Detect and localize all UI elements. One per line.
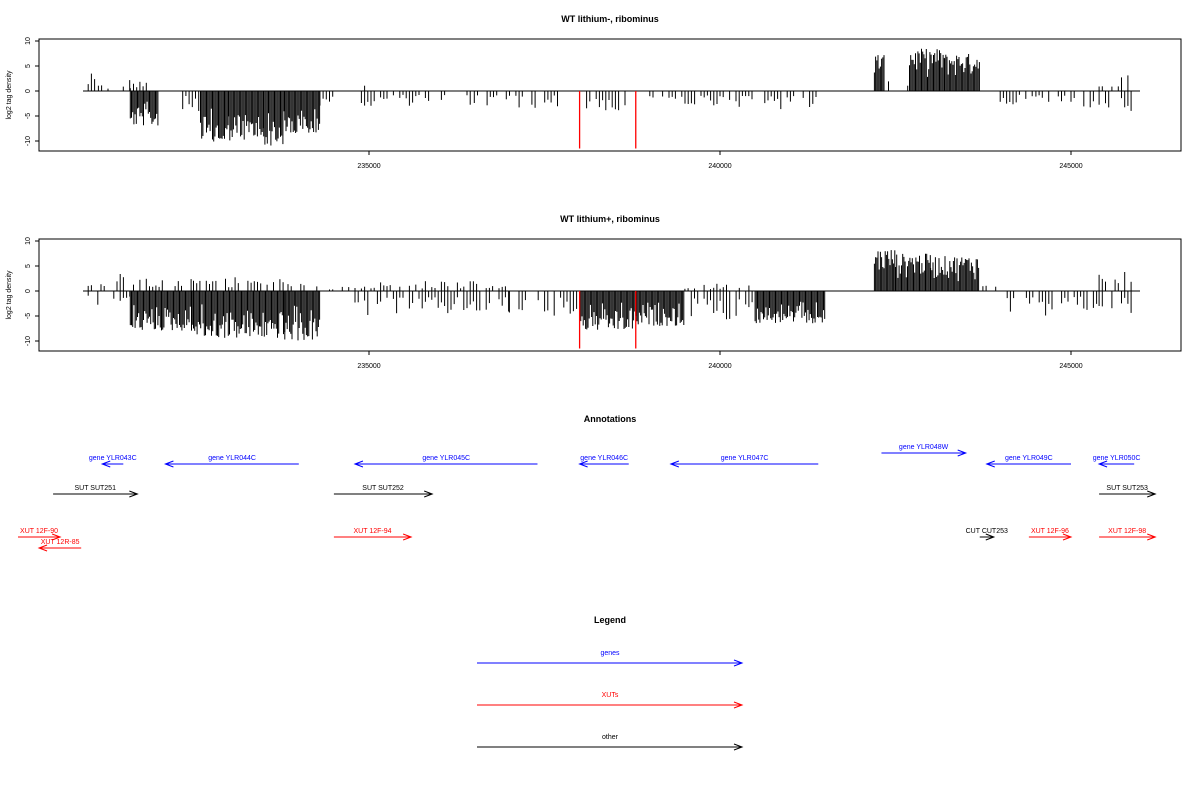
- xut-arrowhead: [1147, 533, 1157, 541]
- other-label: CUT CUT253: [966, 528, 1008, 535]
- legend-panel: Legend genes XUTs other: [477, 615, 744, 751]
- gene-label: gene YLR048W: [899, 444, 949, 451]
- gene-label: gene YLR045C: [422, 455, 470, 462]
- y-tick-label: 5: [25, 264, 32, 268]
- xut-label: XUT 12F-96: [1031, 528, 1069, 535]
- xut-arrowhead: [37, 544, 48, 552]
- gene-arrowhead: [163, 460, 174, 468]
- gene-arrowhead: [957, 449, 968, 457]
- plot-frame: [38, 38, 1182, 152]
- gene-arrowhead: [1097, 460, 1108, 468]
- plot-frame: [38, 238, 1182, 352]
- other-label: SUT SUT253: [1106, 485, 1148, 492]
- xut-arrowhead: [1062, 533, 1073, 541]
- x-tick-label: 235000: [357, 163, 380, 170]
- x-tick-label: 245000: [1059, 163, 1082, 170]
- y-tick-label: 10: [25, 37, 32, 45]
- gene-label: gene YLR043C: [89, 455, 137, 462]
- legend-arrowhead: [733, 743, 744, 751]
- legend-label: other: [602, 734, 619, 741]
- xut-label: XUT 12F-98: [1108, 528, 1146, 535]
- annotations-title: Annotations: [584, 414, 637, 424]
- y-tick-label: 10: [25, 237, 32, 245]
- legend-label: genes: [600, 650, 620, 657]
- panel-lithium-minus: WT lithium-, ribominus log2 tag density …: [6, 14, 1182, 170]
- gene-arrowhead: [985, 460, 995, 468]
- other-arrowhead: [129, 490, 139, 498]
- annotations-panel: Annotations gene YLR043C gene YLR044C gene…: [18, 414, 1157, 552]
- x-tick-label: 235000: [357, 363, 380, 370]
- gene-label: gene YLR044C: [208, 455, 256, 462]
- y-tick-label: -10: [25, 336, 32, 346]
- y-tick-label: -10: [25, 136, 32, 146]
- gene-arrowhead: [578, 460, 588, 468]
- panel-title: WT lithium+, ribominus: [560, 214, 660, 224]
- x-tick-label: 240000: [708, 363, 731, 370]
- legend-arrowhead: [733, 701, 744, 709]
- y-tick-label: 0: [25, 89, 32, 93]
- gene-label: gene YLR046C: [580, 455, 628, 462]
- gene-arrowhead: [669, 460, 680, 468]
- other-arrowhead: [1147, 490, 1157, 498]
- xut-arrowhead: [402, 533, 413, 541]
- gene-arrowhead: [353, 460, 364, 468]
- x-tick-label: 245000: [1059, 363, 1082, 370]
- gene-label: gene YLR047C: [721, 455, 769, 462]
- xut-label: XUT 12F-90: [20, 528, 58, 535]
- legend-label: XUTs: [602, 692, 619, 699]
- x-tick-label: 240000: [708, 163, 731, 170]
- panel-lithium-plus: WT lithium+, ribominus log2 tag density …: [6, 214, 1182, 370]
- gene-label: gene YLR049C: [1005, 455, 1053, 462]
- y-tick-label: -5: [25, 313, 32, 319]
- other-label: SUT SUT251: [74, 485, 116, 492]
- other-arrowhead: [985, 533, 996, 541]
- y-tick-label: -5: [25, 113, 32, 119]
- xut-arrowhead: [51, 533, 62, 541]
- y-tick-label: 0: [25, 289, 32, 293]
- legend-title: Legend: [594, 615, 626, 625]
- gene-arrowhead: [100, 460, 111, 468]
- other-arrowhead: [424, 490, 434, 498]
- xut-label: XUT 12R-85: [41, 539, 80, 546]
- panel-title: WT lithium-, ribominus: [561, 14, 659, 24]
- legend-arrowhead: [733, 659, 744, 667]
- y-axis-label: log2 tag density: [6, 270, 13, 320]
- gene-label: gene YLR050C: [1093, 455, 1141, 462]
- y-tick-label: 5: [25, 64, 32, 68]
- other-label: SUT SUT252: [362, 485, 404, 492]
- y-axis-label: log2 tag density: [6, 70, 13, 120]
- xut-label: XUT 12F-94: [354, 528, 392, 535]
